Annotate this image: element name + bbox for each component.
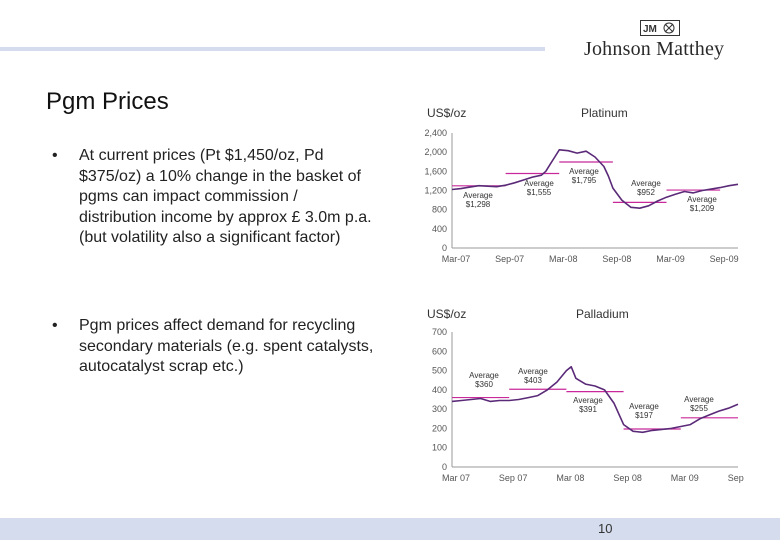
average-label: Average (463, 191, 493, 200)
x-tick-label: Sep 08 (613, 473, 642, 483)
average-value: $1,209 (690, 204, 715, 213)
average-label: Average (573, 396, 603, 405)
average-value: $952 (637, 188, 655, 197)
y-tick-label: 800 (432, 205, 447, 215)
average-label: Average (524, 179, 554, 188)
x-tick-label: Sep-09 (710, 254, 739, 264)
average-value: $255 (690, 404, 708, 413)
price-series-line (451, 148, 739, 209)
price-series-line (451, 365, 739, 434)
x-tick-label: Mar 08 (556, 473, 584, 483)
y-tick-label: 400 (432, 224, 447, 234)
average-value: $1,555 (527, 188, 552, 197)
x-tick-label: Sep-08 (602, 254, 631, 264)
x-tick-label: Mar-08 (549, 254, 578, 264)
y-tick-label: 0 (442, 462, 447, 472)
average-label: Average (569, 167, 599, 176)
page-number: 10 (598, 521, 613, 536)
header-rule (0, 47, 545, 51)
average-label: Average (687, 195, 717, 204)
average-value: $1,298 (466, 200, 491, 209)
footer-band (0, 518, 780, 540)
chart-title: Palladium (576, 307, 629, 321)
average-value: $1,795 (572, 176, 597, 185)
bullet-text: Pgm prices affect demand for recycling s… (79, 317, 374, 375)
page-title: Pgm Prices (46, 88, 169, 115)
company-name: Johnson Matthey (584, 38, 725, 60)
average-value: $403 (524, 376, 542, 385)
palladium-chart: US$/oz Palladium 0 100 200 300 400 500 600 700 Mar… (427, 307, 745, 483)
average-value: $360 (475, 380, 493, 389)
y-tick-label: 1,200 (424, 186, 447, 196)
johnson-matthey-logo-icon: JM (640, 20, 680, 36)
average-label: Average (631, 179, 661, 188)
y-tick-label: 500 (432, 366, 447, 376)
bullet-symbol: • (52, 317, 58, 334)
y-tick-label: 2,000 (424, 147, 447, 157)
y-tick-label: 2,400 (424, 128, 447, 138)
bullet-symbol: • (52, 147, 58, 164)
chart-title: Platinum (581, 106, 628, 120)
platinum-chart: US$/oz Platinum 0 400 800 1,200 1,600 2,000 2,40… (424, 106, 739, 264)
y-tick-label: 100 (432, 443, 447, 453)
y-tick-label: 0 (442, 243, 447, 253)
y-tick-label: 300 (432, 404, 447, 414)
x-tick-label: Sep-07 (495, 254, 524, 264)
average-label: Average (518, 367, 548, 376)
average-label: Average (629, 402, 659, 411)
average-label: Average (684, 395, 714, 404)
average-label: Average (469, 371, 499, 380)
logo-mark-text: JM (643, 24, 657, 35)
x-tick-label: Mar 07 (442, 473, 470, 483)
y-tick-label: 1,600 (424, 166, 447, 176)
average-value: $391 (579, 405, 597, 414)
x-tick-label: Mar-07 (442, 254, 471, 264)
y-tick-label: 200 (432, 423, 447, 433)
average-value: $197 (635, 411, 653, 420)
x-tick-label: Sep 07 (499, 473, 528, 483)
bullet-text: At current prices (Pt $1,450/oz, Pd $375… (79, 147, 372, 246)
y-axis-label: US$/oz (427, 106, 466, 120)
x-tick-label: Sep 09 (728, 473, 745, 483)
x-tick-label: Mar 09 (671, 473, 699, 483)
y-tick-label: 700 (432, 327, 447, 337)
x-tick-label: Mar-09 (656, 254, 685, 264)
y-tick-label: 600 (432, 346, 447, 356)
y-axis-label: US$/oz (427, 307, 466, 321)
y-tick-label: 400 (432, 385, 447, 395)
